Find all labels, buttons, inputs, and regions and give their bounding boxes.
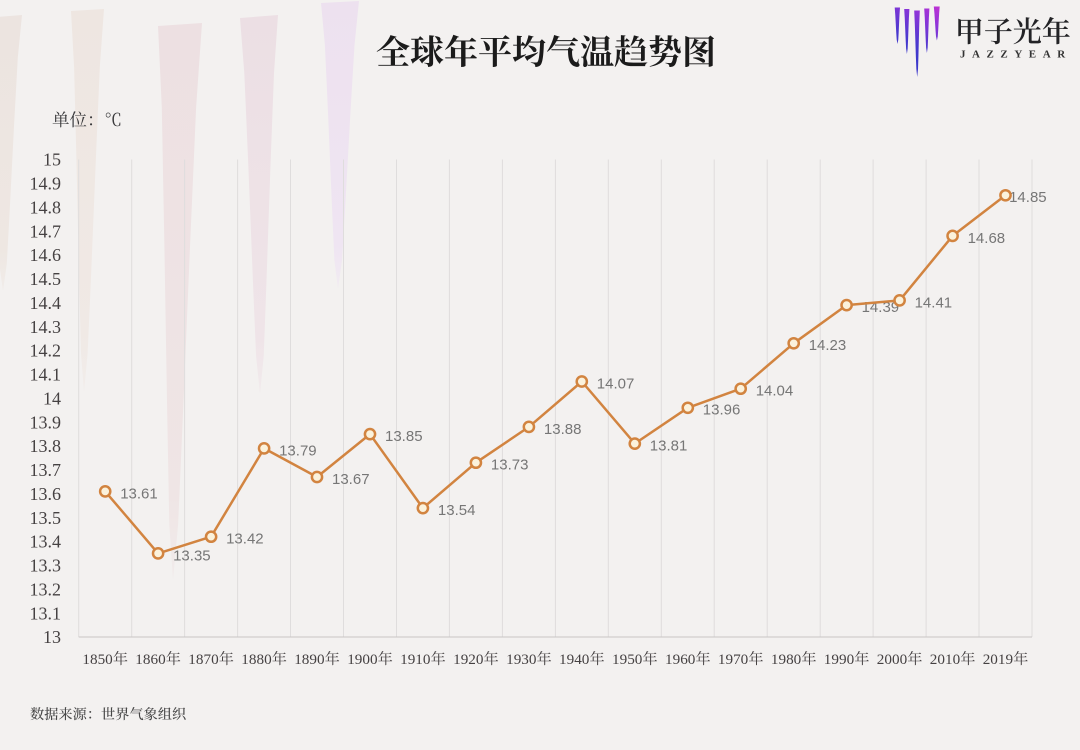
svg-text:13.81: 13.81 bbox=[650, 438, 688, 455]
svg-text:14.68: 14.68 bbox=[968, 230, 1006, 247]
svg-text:14.07: 14.07 bbox=[597, 375, 635, 392]
svg-text:14.5: 14.5 bbox=[30, 269, 62, 289]
svg-text:14.7: 14.7 bbox=[30, 221, 62, 241]
svg-text:13.1: 13.1 bbox=[30, 603, 62, 623]
svg-text:2019: 2019 bbox=[983, 651, 1013, 668]
svg-text:2010: 2010 bbox=[930, 651, 961, 668]
svg-text:14.1: 14.1 bbox=[30, 365, 62, 385]
svg-text:13.79: 13.79 bbox=[279, 442, 317, 459]
svg-text:13.6: 13.6 bbox=[30, 484, 62, 504]
svg-text:1980: 1980 bbox=[771, 651, 802, 668]
svg-text:13.61: 13.61 bbox=[120, 485, 158, 502]
svg-text:14.41: 14.41 bbox=[915, 294, 953, 311]
svg-text:1960: 1960 bbox=[665, 651, 696, 668]
svg-text:14: 14 bbox=[43, 388, 61, 408]
svg-text:13.2: 13.2 bbox=[30, 580, 62, 600]
svg-text:13.5: 13.5 bbox=[30, 508, 62, 528]
svg-text:1990: 1990 bbox=[824, 651, 855, 668]
svg-text:14.4: 14.4 bbox=[30, 293, 62, 313]
svg-text:14.3: 14.3 bbox=[30, 317, 62, 337]
svg-text:14.6: 14.6 bbox=[30, 245, 62, 265]
svg-text:13.96: 13.96 bbox=[703, 402, 741, 419]
svg-text:1930: 1930 bbox=[506, 651, 537, 668]
svg-text:14.2: 14.2 bbox=[30, 341, 62, 361]
svg-text:15: 15 bbox=[43, 150, 61, 170]
svg-text:1870: 1870 bbox=[188, 651, 219, 668]
svg-text:1950: 1950 bbox=[612, 651, 643, 668]
svg-text:13.67: 13.67 bbox=[332, 471, 370, 488]
svg-text:1940: 1940 bbox=[559, 651, 590, 668]
svg-text:13.35: 13.35 bbox=[173, 547, 211, 564]
svg-text:13: 13 bbox=[43, 627, 61, 647]
svg-text:13.85: 13.85 bbox=[385, 428, 423, 445]
svg-text:13.4: 13.4 bbox=[30, 532, 62, 552]
svg-text:1890: 1890 bbox=[294, 651, 325, 668]
svg-text:14.85: 14.85 bbox=[1009, 189, 1047, 206]
svg-text:13.73: 13.73 bbox=[491, 457, 529, 474]
svg-text:13.3: 13.3 bbox=[30, 556, 62, 576]
svg-text:1970: 1970 bbox=[718, 651, 749, 668]
svg-text:13.42: 13.42 bbox=[226, 531, 264, 548]
svg-text:13.88: 13.88 bbox=[544, 421, 582, 438]
svg-text:13.9: 13.9 bbox=[30, 412, 62, 432]
svg-text:14.9: 14.9 bbox=[30, 174, 62, 194]
svg-text:13.8: 13.8 bbox=[30, 436, 62, 456]
svg-text:1850: 1850 bbox=[82, 651, 113, 668]
svg-text:1860: 1860 bbox=[135, 651, 166, 668]
svg-text:1920: 1920 bbox=[453, 651, 484, 668]
svg-text:JAZZYEAR: JAZZYEAR bbox=[960, 49, 1072, 61]
svg-text:13.54: 13.54 bbox=[438, 502, 476, 519]
svg-text:13.7: 13.7 bbox=[30, 460, 62, 480]
svg-text:2000: 2000 bbox=[877, 651, 908, 668]
svg-text:14.23: 14.23 bbox=[809, 337, 847, 354]
svg-text:14.8: 14.8 bbox=[30, 197, 62, 217]
svg-text:1900: 1900 bbox=[347, 651, 378, 668]
svg-text:1880: 1880 bbox=[241, 651, 272, 668]
svg-text:14.04: 14.04 bbox=[756, 383, 794, 400]
svg-text:1910: 1910 bbox=[400, 651, 431, 668]
